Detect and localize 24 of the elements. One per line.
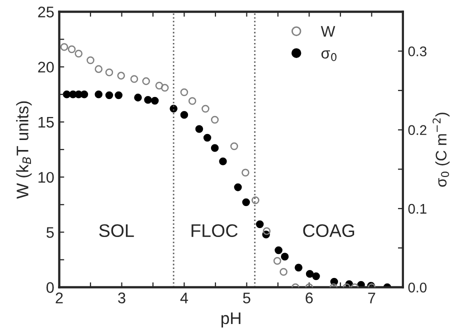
y-tick-label: 20 [38, 62, 54, 73]
x-tick-label: 5 [243, 292, 250, 304]
x-axis-title: pH [222, 312, 240, 328]
y-tick-label: 0 [46, 282, 54, 293]
y2-tick-label: 0.3 [408, 46, 426, 56]
y2-tick-label: 0.0 [408, 282, 427, 292]
x-tick-label: 3 [118, 292, 126, 304]
x-tick-label: 4 [180, 292, 188, 304]
y2-tick-label: 0.1 [408, 204, 426, 214]
annotation: FLOC [192, 224, 238, 238]
y-tick-label: 25 [38, 6, 54, 18]
legend-label: σ$_{0}$ [321, 50, 336, 62]
annotation: COAG [303, 224, 354, 238]
y-axis-title: W (k$_{B}$T units) [16, 101, 32, 199]
y-tick-label: 5 [46, 227, 54, 238]
annotation: SOL [99, 224, 134, 238]
y-tick-label: 15 [38, 116, 54, 128]
x-tick-label: 2 [56, 292, 63, 304]
legend-label: W [320, 26, 336, 37]
y-tick-label: 10 [38, 172, 54, 183]
x-tick-label: 6 [306, 292, 313, 304]
y2-tick-label: 0.2 [408, 125, 426, 136]
y2-axis-title: σ$_{0}$ (C m$^{−2}$) [432, 112, 450, 187]
x-tick-label: 7 [368, 292, 376, 304]
